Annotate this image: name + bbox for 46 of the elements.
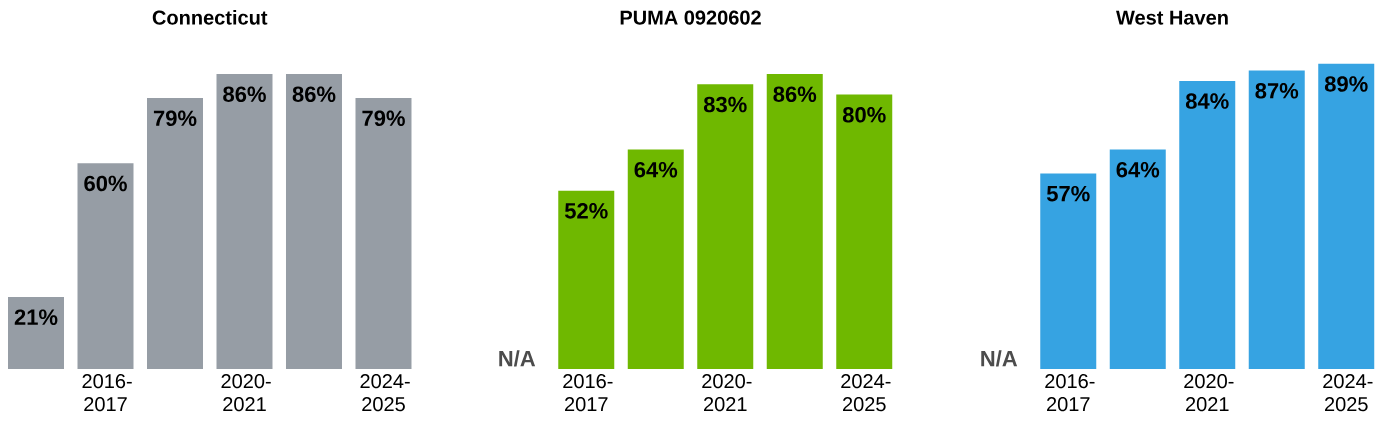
data-label: 79% — [362, 110, 405, 127]
text: N/A — [981, 350, 1018, 367]
data-label: 83% — [703, 96, 747, 113]
bar — [285, 74, 342, 369]
bar — [8, 296, 64, 369]
data-label: 87% — [1255, 83, 1299, 99]
data-label: 84% — [1185, 93, 1229, 109]
x-tick-label: 2020-2021 — [702, 374, 752, 412]
x-tick-label: 2024-2025 — [360, 374, 410, 412]
x-tick-label: 2016-2017 — [82, 374, 132, 412]
x-tick-label: 2020-2021 — [221, 374, 271, 412]
x-tick-label: 2024-2025 — [841, 374, 891, 412]
bar — [766, 74, 823, 369]
data-label: 79% — [153, 110, 197, 127]
chart-title: West Haven — [1116, 10, 1228, 25]
data-label: 80% — [842, 107, 886, 123]
bar — [627, 149, 684, 369]
bar — [355, 98, 412, 369]
data-label: 60% — [84, 175, 127, 192]
data-label: 64% — [634, 161, 678, 178]
bar — [216, 74, 273, 369]
data-label: 64% — [1116, 161, 1160, 178]
chart-title: PUMA 0920602 — [620, 10, 761, 25]
data-label: 86% — [292, 86, 336, 103]
data-label: 86% — [223, 86, 266, 103]
bar — [1318, 63, 1375, 369]
x-tick-label: 2020-2021 — [1184, 374, 1234, 412]
bar — [1040, 173, 1097, 369]
bar — [1248, 70, 1305, 369]
data-label: 21% — [14, 309, 58, 325]
bar — [836, 94, 893, 369]
x-tick-label: 2016-2017 — [1045, 374, 1095, 412]
bar — [558, 190, 615, 369]
bar — [147, 98, 203, 369]
data-label: 86% — [773, 86, 817, 103]
chart-title: Connecticut — [152, 9, 268, 25]
data-label: 57% — [1046, 185, 1090, 202]
bar — [1109, 149, 1166, 369]
data-label: 89% — [1324, 76, 1368, 92]
x-tick-label: 2016-2017 — [563, 374, 613, 412]
x-tick-label: 2024-2025 — [1323, 374, 1373, 412]
bar — [1179, 80, 1236, 369]
bar — [697, 84, 754, 369]
text: N/A — [499, 350, 536, 367]
data-label: 52% — [564, 203, 608, 219]
bar — [77, 163, 134, 369]
